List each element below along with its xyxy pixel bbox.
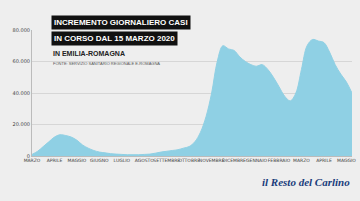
svg-text:AGOSTO: AGOSTO xyxy=(135,158,155,163)
svg-text:60.000: 60.000 xyxy=(13,58,31,64)
svg-text:20.000: 20.000 xyxy=(13,121,31,127)
svg-text:80.000: 80.000 xyxy=(13,27,31,33)
svg-text:il Resto del Carlino: il Resto del Carlino xyxy=(262,176,350,188)
svg-text:LUGLIO: LUGLIO xyxy=(114,158,131,163)
svg-text:DICEMBRE: DICEMBRE xyxy=(222,158,246,163)
svg-text:FONTE: SERVIZIO SANITARIO REGI: FONTE: SERVIZIO SANITARIO REGIONALE E-RO… xyxy=(53,61,160,66)
svg-text:GENNAIO: GENNAIO xyxy=(246,158,267,163)
svg-text:MAGGIO: MAGGIO xyxy=(337,158,356,163)
svg-text:FEBBRAIO: FEBBRAIO xyxy=(268,158,291,163)
svg-text:GIUGNO: GIUGNO xyxy=(90,158,109,163)
svg-text:APRILE: APRILE xyxy=(47,158,63,163)
svg-text:NOVEMBRE: NOVEMBRE xyxy=(199,158,225,163)
svg-text:INCREMENTO GIORNALIERO CASI: INCREMENTO GIORNALIERO CASI xyxy=(54,18,188,27)
svg-text:40.000: 40.000 xyxy=(13,90,31,96)
svg-text:APRILE: APRILE xyxy=(316,158,332,163)
svg-text:MAGGIO: MAGGIO xyxy=(68,158,87,163)
svg-text:IN CORSO DAL 15 MARZO 2020: IN CORSO DAL 15 MARZO 2020 xyxy=(54,34,175,43)
svg-text:MARZO: MARZO xyxy=(293,158,310,163)
svg-text:0: 0 xyxy=(27,153,30,159)
svg-text:IN EMILIA-ROMAGNA: IN EMILIA-ROMAGNA xyxy=(53,50,125,57)
svg-text:OTTOBRE: OTTOBRE xyxy=(178,158,200,163)
svg-text:MARZO: MARZO xyxy=(24,158,41,163)
svg-text:SETTEMBRE: SETTEMBRE xyxy=(153,158,180,163)
